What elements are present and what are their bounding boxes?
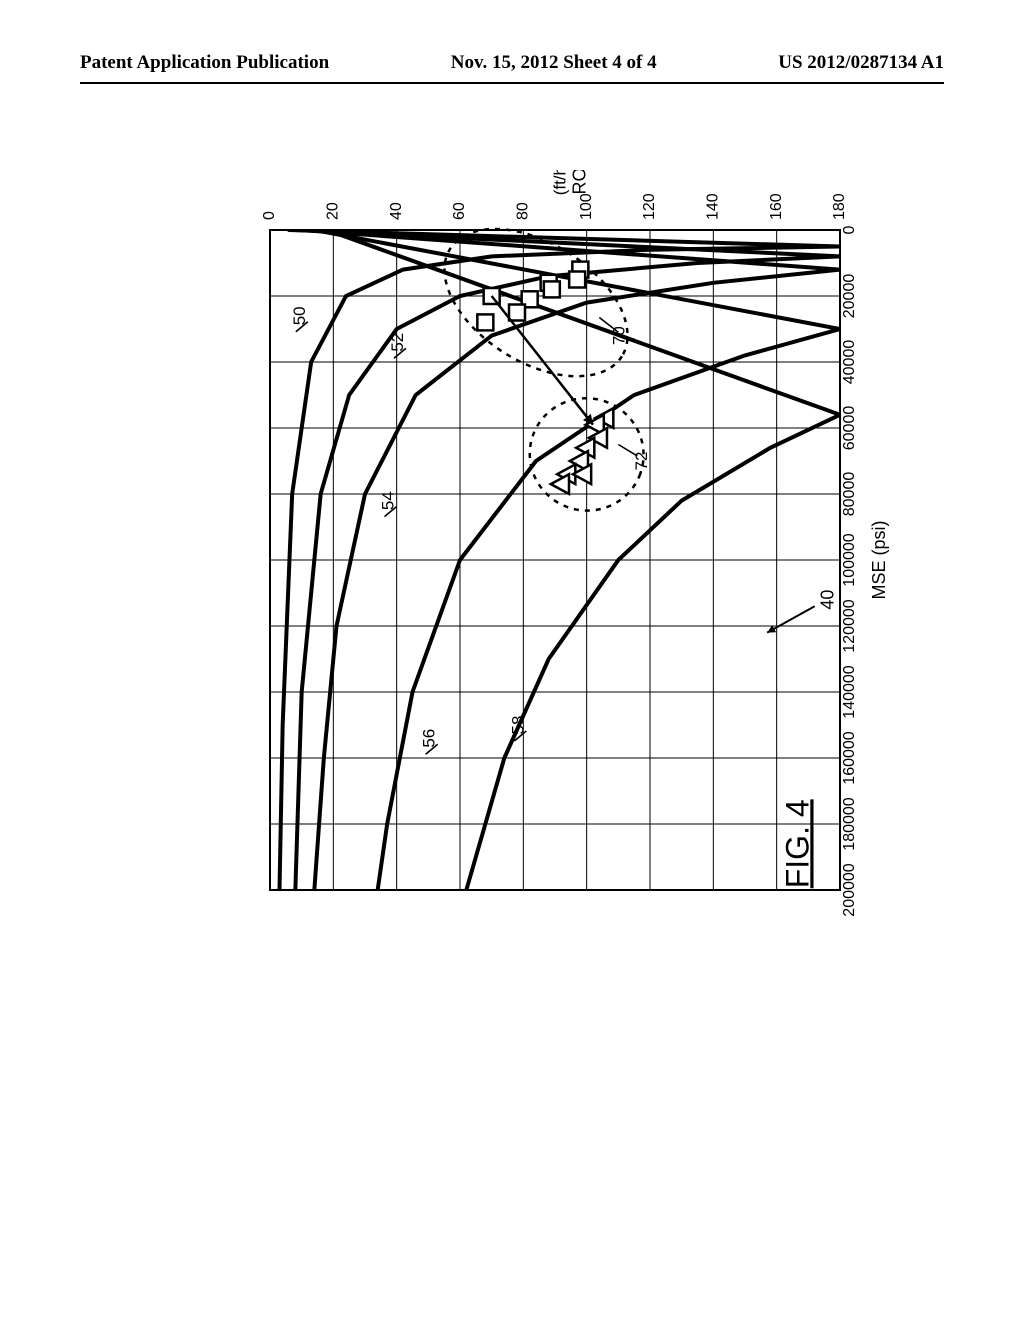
y-tick-label: 160 bbox=[768, 193, 785, 220]
page-header: Patent Application Publication Nov. 15, … bbox=[80, 52, 944, 74]
figure-4: 0 20000 40000 60000 80000 100000 120000 140000 1… bbox=[120, 170, 890, 970]
x-tick-label: 100000 bbox=[841, 533, 858, 586]
y-axis-label-bot: (ft/hr) bbox=[551, 170, 570, 195]
x-tick-label: 20000 bbox=[841, 274, 858, 319]
header-rule bbox=[80, 82, 944, 84]
page: Patent Application Publication Nov. 15, … bbox=[0, 0, 1024, 1320]
y-tick-label: 20 bbox=[325, 202, 342, 220]
ref-40: 40 bbox=[818, 590, 838, 610]
x-tick-label: 40000 bbox=[841, 340, 858, 385]
y-tick-label: 60 bbox=[451, 202, 468, 220]
x-tick-label: 180000 bbox=[841, 797, 858, 850]
x-tick-label: 120000 bbox=[841, 599, 858, 652]
y-tick-label: 40 bbox=[388, 202, 405, 220]
cluster-label-70: 70 bbox=[610, 326, 629, 345]
x-tick-label: 200000 bbox=[841, 863, 858, 916]
header-center: Nov. 15, 2012 Sheet 4 of 4 bbox=[451, 52, 657, 74]
marker-square bbox=[544, 281, 560, 297]
y-tick-label: 0 bbox=[261, 211, 278, 220]
y-tick-label: 100 bbox=[578, 193, 595, 220]
header-left: Patent Application Publication bbox=[80, 52, 329, 74]
marker-square bbox=[509, 305, 525, 321]
header-right: US 2012/0287134 A1 bbox=[778, 52, 944, 74]
x-tick-label: 140000 bbox=[841, 665, 858, 718]
chart-canvas: 0 20000 40000 60000 80000 100000 120000 140000 1… bbox=[120, 170, 890, 970]
y-tick-label: 180 bbox=[831, 193, 848, 220]
marker-square bbox=[477, 314, 493, 330]
x-tick-label: 80000 bbox=[841, 472, 858, 517]
y-tick-label: 140 bbox=[705, 193, 722, 220]
marker-square bbox=[569, 272, 585, 288]
figure-label: FIG. 4 bbox=[779, 799, 815, 888]
x-tick-label: 60000 bbox=[841, 406, 858, 451]
y-tick-label: 80 bbox=[515, 202, 532, 220]
x-axis-label: MSE (psi) bbox=[869, 520, 889, 599]
x-tick-label: 0 bbox=[841, 225, 858, 234]
y-axis-label-top: ROP bbox=[570, 170, 590, 195]
y-tick-label: 120 bbox=[641, 193, 658, 220]
x-tick-label: 160000 bbox=[841, 731, 858, 784]
